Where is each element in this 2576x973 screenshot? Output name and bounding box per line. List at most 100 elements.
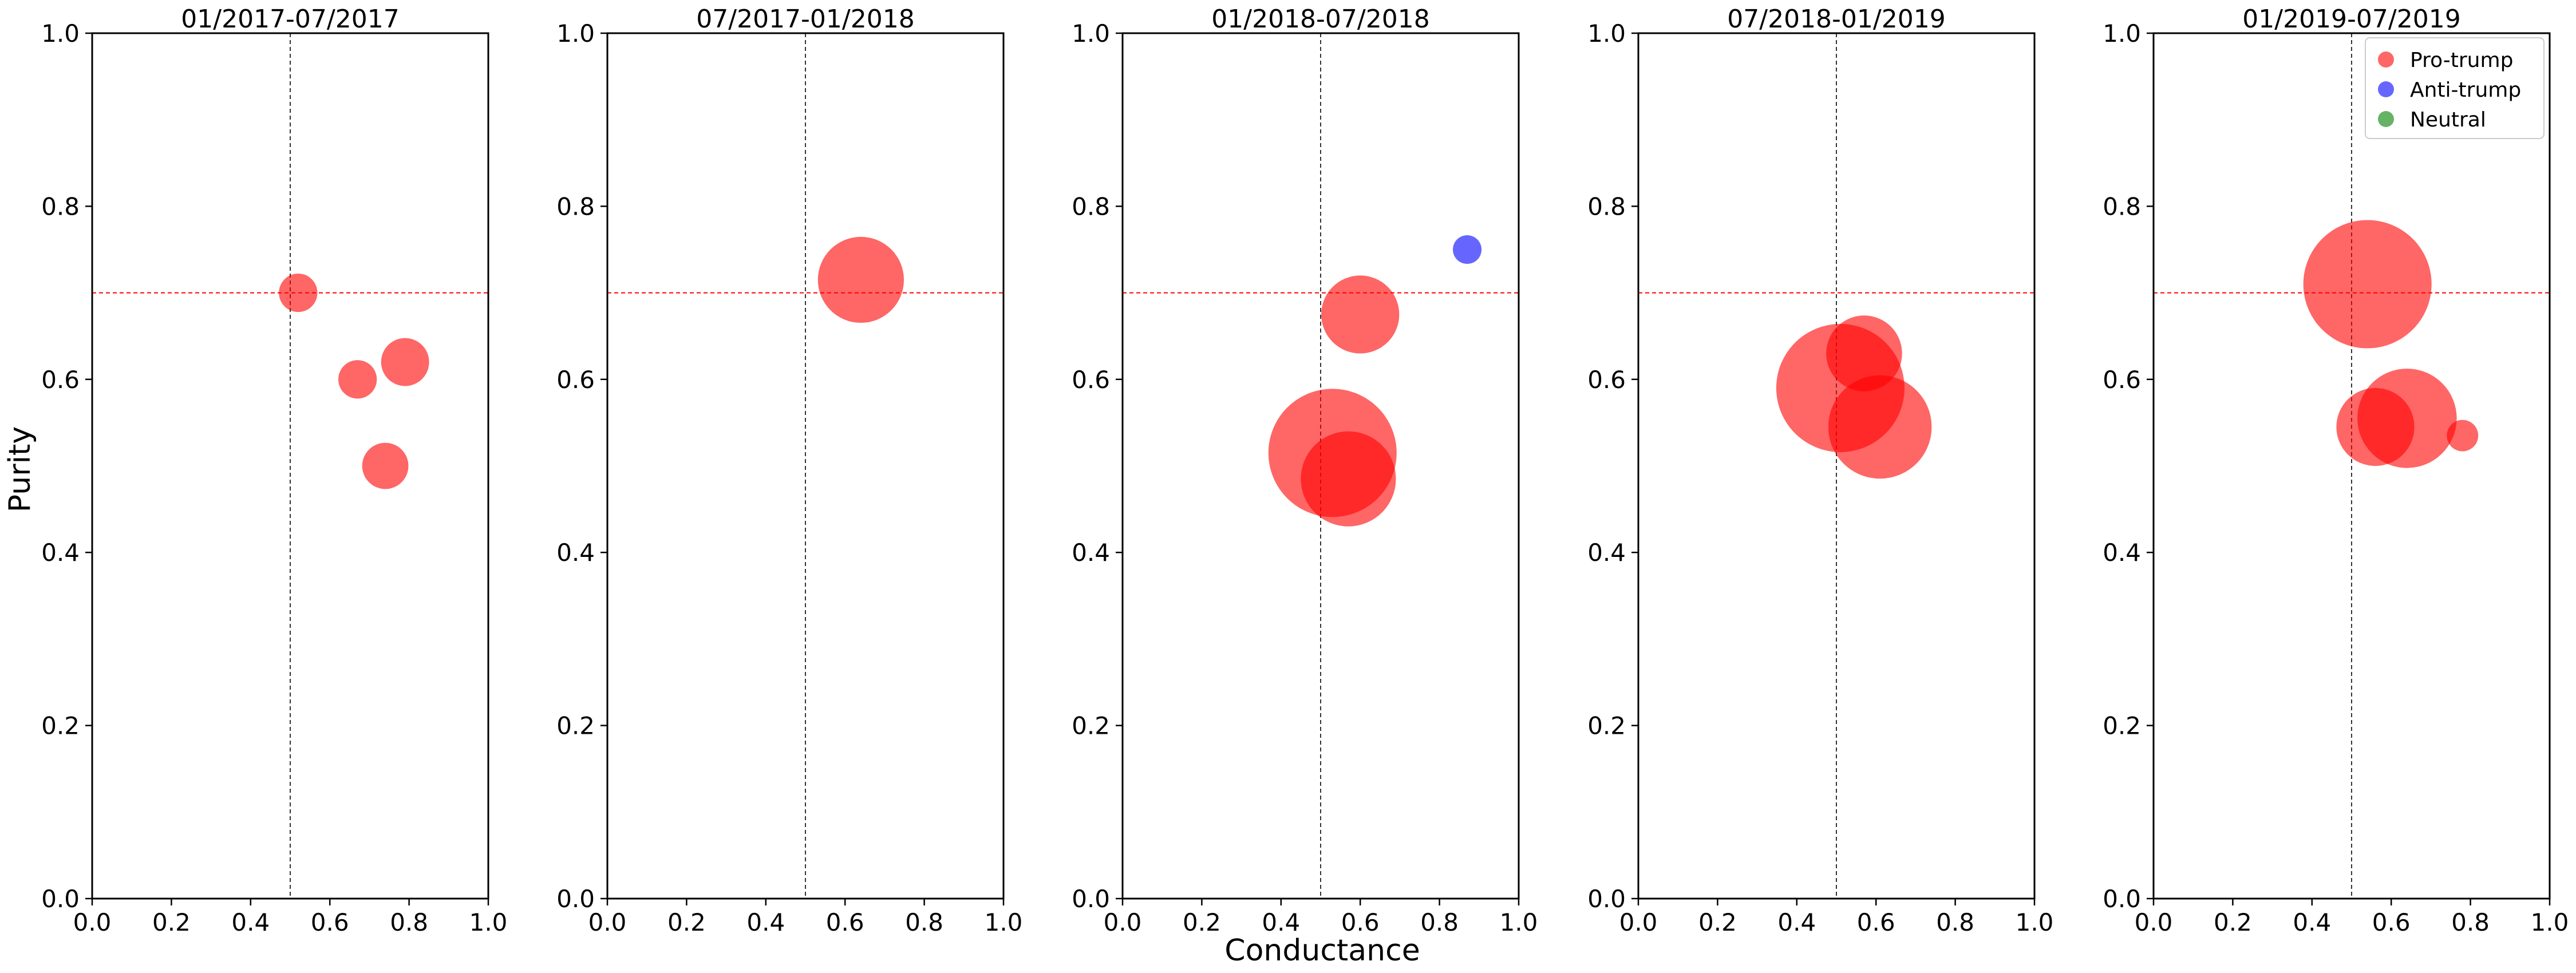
data-point-1: [279, 274, 318, 313]
x-tick-label: 0.4: [231, 908, 270, 936]
y-tick-label: 0.6: [1072, 366, 1110, 394]
data-point-4: [1301, 431, 1396, 527]
y-tick-label: 0.0: [1072, 885, 1110, 913]
x-tick-label: 1.0: [2531, 908, 2569, 936]
x-tick-label: 0.6: [826, 908, 864, 936]
y-tick-label: 0.2: [1587, 712, 1626, 740]
data-point-3: [381, 338, 429, 386]
legend-marker: [2378, 52, 2394, 68]
x-tick-label: 0.4: [746, 908, 785, 936]
y-tick-label: 1.0: [41, 19, 80, 48]
data-point-4: [362, 442, 409, 489]
x-tick-label: 0.2: [1183, 908, 1221, 936]
y-tick-label: 0.8: [1072, 192, 1110, 220]
x-tick-label: 0.0: [73, 908, 112, 936]
x-tick-label: 0.2: [152, 908, 191, 936]
legend-label: Pro-trump: [2410, 49, 2513, 72]
y-tick-label: 0.2: [41, 712, 80, 740]
panel-title: 01/2019-07/2019: [2242, 5, 2460, 34]
x-tick-label: 0.4: [1777, 908, 1816, 936]
legend-marker: [2378, 111, 2394, 127]
y-tick-label: 0.6: [41, 366, 80, 394]
plot-frame: [91, 32, 489, 900]
y-tick-label: 0.2: [1072, 712, 1110, 740]
y-tick-label: 0.6: [556, 366, 595, 394]
data-point-3: [2336, 387, 2415, 466]
x-tick-label: 0.6: [1857, 908, 1895, 936]
legend: Pro-trump Anti-trump Neutral: [2365, 37, 2545, 139]
y-tick-label: 0.0: [556, 885, 595, 913]
x-tick-label: 1.0: [469, 908, 508, 936]
legend-frame: [2365, 37, 2545, 139]
data-point-1: [2303, 220, 2432, 349]
x-tick-label: 0.8: [905, 908, 943, 936]
data-point-2: [338, 360, 377, 399]
legend-marker: [2378, 81, 2394, 97]
y-tick-label: 0.6: [2103, 366, 2141, 394]
plot-frame: [1637, 32, 2036, 900]
y-tick-label: 0.6: [1587, 366, 1626, 394]
data-point-2: [1321, 275, 1400, 354]
x-tick-label: 0.2: [667, 908, 706, 936]
x-tick-label: 0.0: [1619, 908, 1658, 936]
x-tick-label: 0.8: [1936, 908, 1974, 936]
data-point-4: [2447, 420, 2479, 452]
panel-5: 01/2019-07/2019 0.0 0.2 0.4 0.6 0.8 1.0 0.0 0.2 0…: [2103, 5, 2569, 936]
y-tick-label: 0.4: [1072, 539, 1110, 567]
y-tick-label: 1.0: [556, 19, 595, 48]
x-tick-label: 0.8: [1420, 908, 1459, 936]
plot-frame: [2152, 32, 2551, 900]
data-point-2: [1826, 315, 1902, 391]
y-tick-label: 0.2: [2103, 712, 2141, 740]
panel-4: 07/2018-01/2019 0.0 0.2 0.4 0.6 0.8 1.0 0.0 0.2 0…: [1587, 5, 2053, 936]
x-tick-label: 0.8: [390, 908, 428, 936]
y-tick-label: 0.0: [41, 885, 80, 913]
data-point-3: [1828, 375, 1932, 479]
panel-1: 01/2017-07/2017 0.0 0.2 0.4 0.6 0.8 1.0 0.0 0.2 0…: [41, 5, 507, 936]
panel-2: 07/2017-01/2018 0.0 0.2 0.4 0.6 0.8 1.0 0.0 0.2 0…: [556, 5, 1022, 936]
x-tick-label: 0.4: [1262, 908, 1300, 936]
y-tick-label: 0.8: [556, 192, 595, 220]
y-tick-label: 0.8: [41, 192, 80, 220]
x-tick-label: 0.8: [2451, 908, 2490, 936]
x-tick-label: 0.2: [2214, 908, 2252, 936]
plot-frame: [1121, 32, 1520, 900]
x-axis-label: Conductance: [1224, 934, 1420, 968]
y-tick-label: 0.4: [2103, 539, 2141, 567]
x-tick-label: 1.0: [2016, 908, 2054, 936]
y-axis-label: Purity: [3, 426, 37, 512]
y-tick-label: 1.0: [2103, 19, 2141, 48]
plot-frame: [606, 32, 1005, 900]
panel-title: 07/2017-01/2018: [696, 5, 914, 34]
y-tick-label: 0.0: [2103, 885, 2141, 913]
y-tick-label: 0.4: [556, 539, 595, 567]
panel-3: 01/2018-07/2018 0.0 0.2 0.4 0.6 0.8 1.0 0.0 0.2 0…: [1072, 5, 1538, 936]
y-tick-label: 0.4: [41, 539, 80, 567]
data-point-1: [817, 236, 904, 323]
x-tick-label: 0.2: [1698, 908, 1737, 936]
y-tick-label: 1.0: [1072, 19, 1110, 48]
x-tick-label: 1.0: [985, 908, 1023, 936]
x-tick-label: 0.4: [2293, 908, 2331, 936]
y-tick-label: 0.8: [1587, 192, 1626, 220]
x-tick-label: 0.0: [1104, 908, 1142, 936]
y-tick-label: 0.0: [1587, 885, 1626, 913]
data-point-1: [1452, 235, 1482, 264]
x-tick-label: 0.6: [2372, 908, 2411, 936]
x-tick-label: 0.0: [588, 908, 627, 936]
y-tick-label: 0.2: [556, 712, 595, 740]
x-tick-label: 0.6: [1341, 908, 1380, 936]
y-tick-label: 0.8: [2103, 192, 2141, 220]
y-tick-label: 1.0: [1587, 19, 1626, 48]
legend-label: Anti-trump: [2410, 78, 2521, 102]
panel-title: 01/2018-07/2018: [1211, 5, 1429, 34]
x-tick-label: 0.6: [311, 908, 349, 936]
x-tick-label: 1.0: [1500, 908, 1538, 936]
y-tick-label: 0.4: [1587, 539, 1626, 567]
x-tick-label: 0.0: [2135, 908, 2173, 936]
panel-title: 07/2018-01/2019: [1727, 5, 1945, 34]
legend-label: Neutral: [2410, 108, 2486, 132]
panel-title: 01/2017-07/2017: [181, 5, 399, 34]
